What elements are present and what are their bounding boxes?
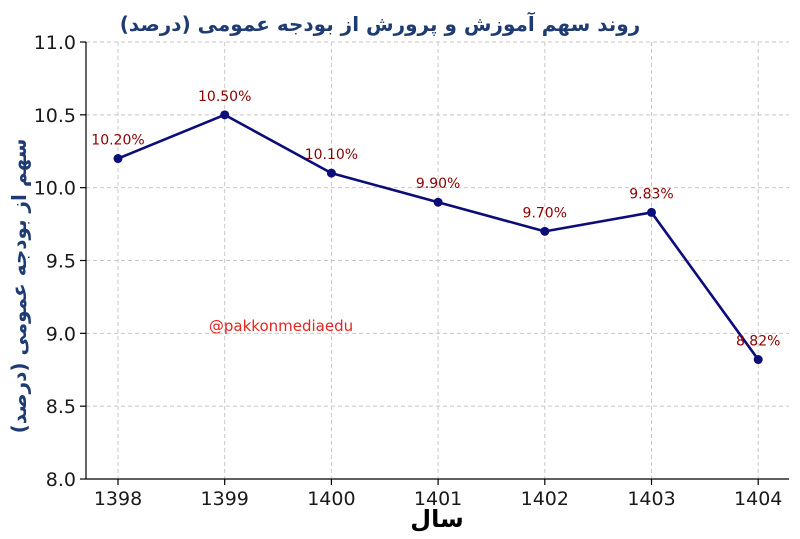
- y-axis-title: سهم از بودجه عمومی (درصد): [7, 139, 31, 434]
- y-tick-label: 8.0: [46, 469, 76, 491]
- data-point: [540, 226, 550, 236]
- x-ticks: 1398 1399 1400 1401 1402 1403 1404: [94, 479, 782, 510]
- x-tick-label: 1402: [521, 488, 569, 510]
- data-label: 10.20%: [91, 133, 144, 149]
- watermark-text: @pakkonmediaedu: [209, 317, 353, 335]
- data-point: [113, 154, 123, 164]
- x-tick-label: 1400: [307, 488, 355, 510]
- y-tick-label: 9.0: [46, 323, 76, 345]
- data-point: [753, 355, 763, 365]
- x-tick-label: 1399: [201, 488, 249, 510]
- data-point: [647, 207, 656, 217]
- data-labels: 10.20% 10.50% 10.10% 9.90% 9.70% 9.83% 8.82%: [91, 89, 780, 350]
- data-label: 9.90%: [416, 176, 460, 192]
- grid: [86, 41, 789, 480]
- y-tick-label: 11.0: [34, 32, 76, 54]
- data-points: [113, 110, 763, 365]
- data-label: 10.10%: [305, 147, 358, 163]
- x-tick-label: 1404: [734, 488, 782, 510]
- chart-title: روند سهم آموزش و پرورش از بودجه عمومی (د…: [120, 11, 640, 37]
- x-tick-label: 1398: [94, 488, 142, 510]
- y-tick-label: 9.5: [46, 251, 76, 273]
- data-label: 8.82%: [736, 334, 780, 350]
- y-tick-label: 8.5: [46, 396, 76, 418]
- data-label: 9.83%: [629, 186, 673, 202]
- data-label: 9.70%: [523, 205, 567, 221]
- data-point: [220, 110, 230, 120]
- y-tick-label: 10.5: [34, 105, 76, 127]
- x-axis-title: سال: [410, 505, 463, 533]
- data-point: [433, 197, 443, 207]
- y-ticks: 8.0 8.5 9.0 9.5 10.0 10.5 11.0: [34, 32, 86, 491]
- x-tick-label: 1401: [414, 488, 462, 510]
- data-point: [326, 168, 336, 178]
- data-label: 10.50%: [198, 89, 251, 105]
- x-tick-label: 1403: [627, 488, 675, 510]
- y-tick-label: 10.0: [34, 178, 76, 200]
